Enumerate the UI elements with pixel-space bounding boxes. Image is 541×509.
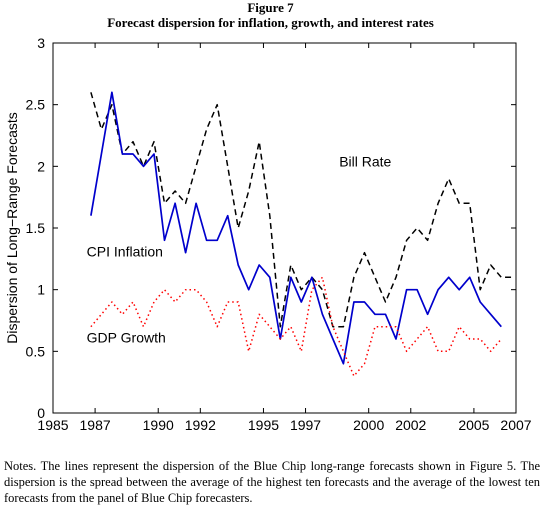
x-tick-label: 1995 xyxy=(248,417,279,433)
series-line-gdp-growth xyxy=(90,276,502,377)
figure-notes: Notes. The lines represent the dispersio… xyxy=(4,459,540,505)
annotation-bill-rate: Bill Rate xyxy=(339,153,391,169)
x-tick-label: 1992 xyxy=(185,417,216,433)
y-axis-label: Dispersion of Long−Range Forecasts xyxy=(4,112,20,344)
y-tick-label: 0 xyxy=(37,405,45,421)
x-tick-label: 1987 xyxy=(80,417,111,433)
series-layer xyxy=(90,91,512,377)
y-tick-label: 1 xyxy=(37,282,45,298)
series-line-cpi-inflation xyxy=(90,91,502,365)
x-tick-label: 2002 xyxy=(395,417,426,433)
x-tick-label: 2000 xyxy=(353,417,384,433)
plot-frame xyxy=(52,42,517,414)
annotation-layer: Bill Rate CPI Inflation GDP Growth xyxy=(87,153,392,345)
x-tick-label: 1990 xyxy=(143,417,174,433)
x-tick-label: 2005 xyxy=(458,417,489,433)
figure-title: Forecast dispersion for inflation, growt… xyxy=(107,15,434,30)
x-tick-label: 1985 xyxy=(37,417,68,433)
annotation-cpi-inflation: CPI Inflation xyxy=(87,243,163,259)
x-tick-label: 2007 xyxy=(500,417,531,433)
figure-label: Figure 7 xyxy=(247,0,294,15)
axes-layer: 1985 1987 1990 1992 1995 1997 2000 2002 2005 2007… xyxy=(26,35,532,433)
y-tick-label: 0.5 xyxy=(26,343,46,359)
y-tick-label: 2.5 xyxy=(26,97,46,113)
x-tick-label: 1997 xyxy=(290,417,321,433)
series-line-bill-rate xyxy=(90,92,512,328)
y-tick-label: 1.5 xyxy=(26,220,46,236)
line-chart: 1985 1987 1990 1992 1995 1997 2000 2002 2005 2007… xyxy=(4,35,532,433)
y-tick-label: 2 xyxy=(37,158,45,174)
y-tick-label: 3 xyxy=(37,35,45,51)
annotation-gdp-growth: GDP Growth xyxy=(87,330,166,346)
